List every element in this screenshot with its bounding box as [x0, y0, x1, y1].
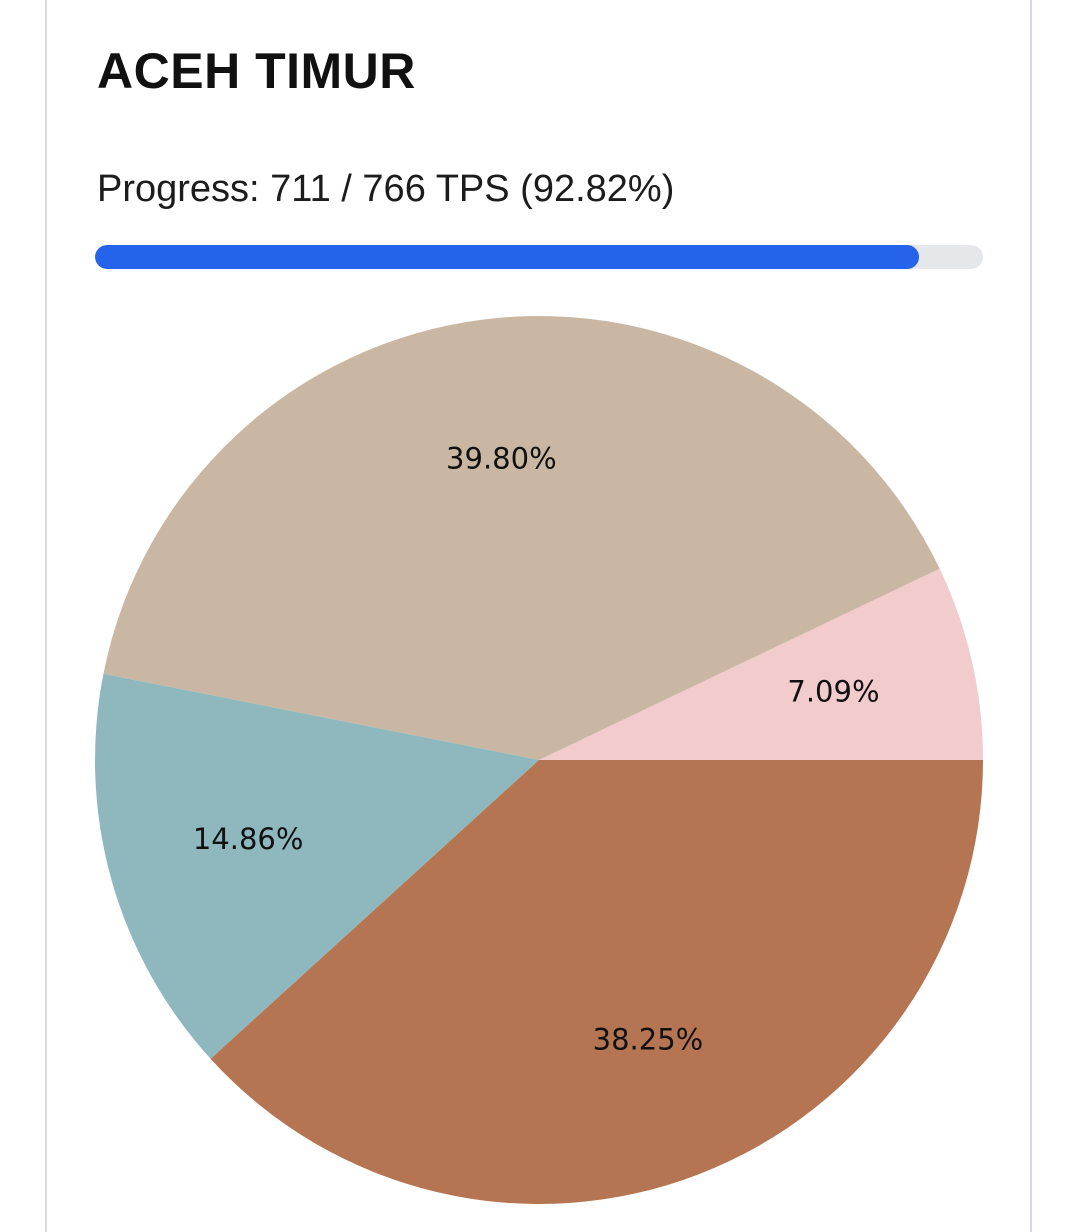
- pie-slice-label-3: 14.86%: [193, 822, 304, 856]
- pie-slice-1[interactable]: [539, 568, 983, 760]
- pie-slice-label-1: 7.09%: [787, 674, 879, 708]
- pie-slice-label-2: 39.80%: [446, 441, 557, 475]
- pie-slice-label-4: 38.25%: [593, 1023, 704, 1057]
- region-title: ACEH TIMUR: [97, 43, 416, 99]
- pie-slice-2[interactable]: [103, 315, 940, 760]
- pie-slice-4[interactable]: [210, 760, 984, 1205]
- progress-bar: [95, 245, 983, 269]
- progress-bar-fill: [95, 245, 920, 269]
- progress-text: Progress: 711 / 766 TPS (92.82%): [97, 168, 675, 210]
- pie-slice-3[interactable]: [95, 673, 539, 1059]
